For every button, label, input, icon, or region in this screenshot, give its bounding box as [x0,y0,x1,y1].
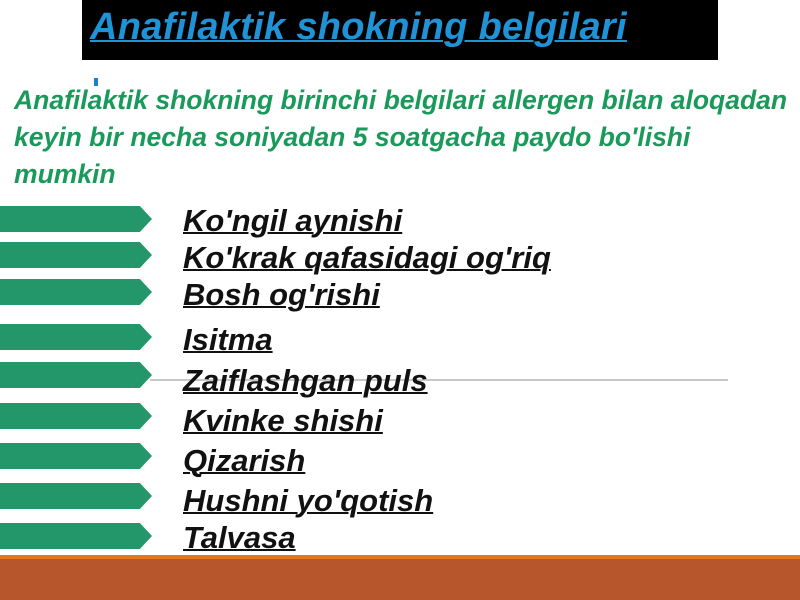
symptom-item: Talvasa [183,520,296,555]
divider-line [150,379,728,381]
arrow-icon [0,362,152,388]
symptom-item: Hushni yo'qotish [183,483,434,518]
title-colon-mark [94,78,98,86]
arrow-icon [0,483,152,509]
symptom-item: Bosh og'rishi [183,277,380,312]
arrow-icon [0,242,152,268]
arrow-icon [0,324,152,350]
arrow-icon [0,403,152,429]
symptom-item: Ko'krak qafasidagi og'riq [183,240,551,275]
slide-title: Anafilaktik shokning belgilari [90,6,627,48]
title-box: Anafilaktik shokning belgilari [82,0,718,60]
arrow-icon [0,206,152,232]
arrow-icon [0,523,152,549]
footer-band [0,555,800,600]
symptom-item: Ko'ngil aynishi [183,203,403,238]
symptom-item: Qizarish [183,443,306,478]
symptom-item: Isitma [183,322,273,357]
arrow-icon [0,443,152,469]
intro-text: Anafilaktik shokning birinchi belgilari … [14,85,788,189]
arrow-icon [0,279,152,305]
symptom-item: Kvinke shishi [183,403,383,438]
symptom-item: Zaiflashgan puls [183,363,428,398]
